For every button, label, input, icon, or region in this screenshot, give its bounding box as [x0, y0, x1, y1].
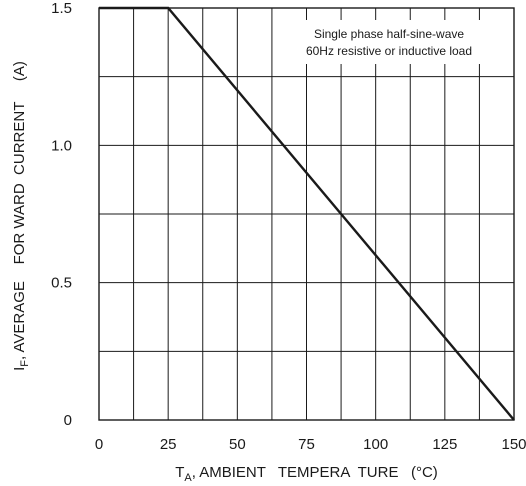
annotation-line-2: 60Hz resistive or inductive load: [306, 44, 472, 58]
x-axis-label-main: T: [175, 464, 184, 481]
x-tick-labels: 0 25 50 75 100 125 150: [95, 436, 526, 453]
y-tick-label: 0: [64, 412, 72, 429]
x-tick-label: 75: [298, 436, 315, 453]
derating-curve: [99, 6, 515, 421]
x-axis-label-rest: , AMBIENT TEMPERA TURE (°C): [192, 464, 438, 481]
x-tick-label: 100: [363, 436, 388, 453]
annotation-line-1: Single phase half-sine-wave: [314, 27, 464, 41]
series-layer: [99, 6, 515, 421]
y-tick-label: 1.5: [51, 0, 72, 17]
annotation: Single phase half-sine-wave 60Hz resisti…: [285, 20, 493, 64]
y-tick-label: 1.0: [51, 137, 72, 154]
grid: [99, 8, 514, 420]
y-axis-label-subscript: F: [19, 360, 31, 367]
x-axis-label-subscript: A: [184, 472, 192, 484]
plot-frame: [98, 7, 515, 421]
x-tick-label: 25: [160, 436, 177, 453]
x-tick-label: 150: [501, 436, 526, 453]
x-axis-label: TA, AMBIENT TEMPERA TURE (°C): [175, 464, 438, 484]
y-tick-labels: 0 0.5 1.0 1.5: [51, 0, 72, 429]
y-axis-label-rest: , AVERAGE FOR WARD CURRENT (A): [11, 61, 28, 360]
x-tick-label: 125: [432, 436, 457, 453]
y-axis-label: IF, AVERAGE FOR WARD CURRENT (A): [11, 61, 31, 371]
annotation-box: [285, 20, 493, 64]
y-axis-label-main: I: [11, 367, 28, 371]
x-tick-label: 50: [229, 436, 246, 453]
y-tick-label: 0.5: [51, 275, 72, 292]
x-tick-label: 0: [95, 436, 103, 453]
